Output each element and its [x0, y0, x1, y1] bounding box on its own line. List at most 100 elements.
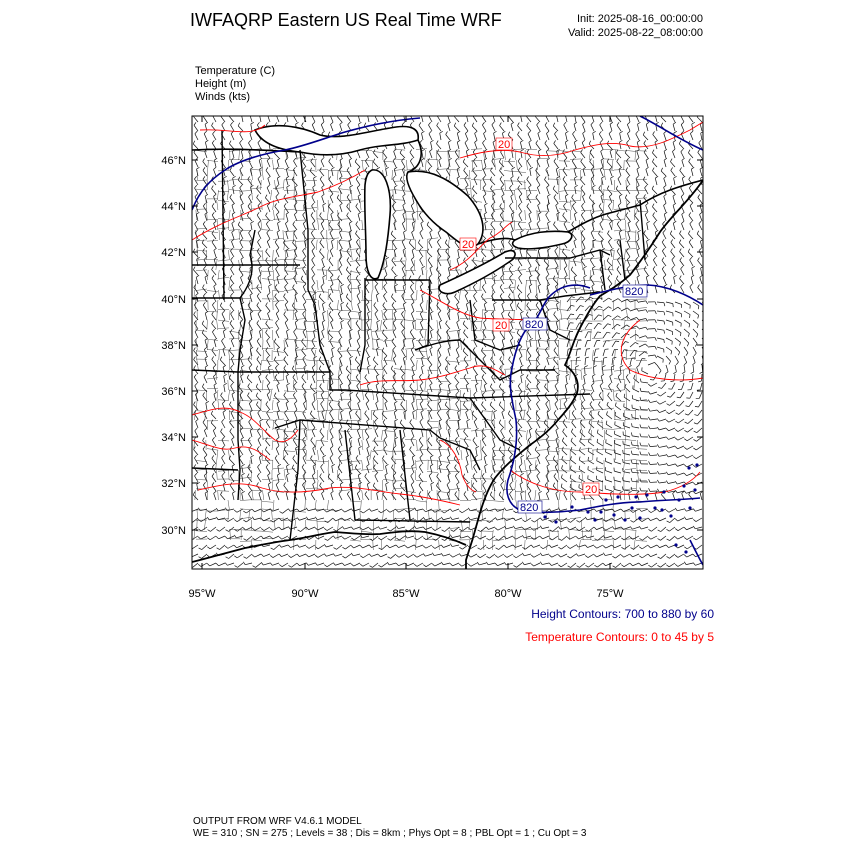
county-line — [438, 439, 440, 451]
wind-barb — [462, 320, 469, 330]
county-line — [250, 349, 252, 361]
wind-barb — [520, 116, 523, 123]
county-line — [624, 240, 637, 242]
wind-barb — [475, 446, 479, 456]
wind-barb — [633, 375, 640, 384]
county-line — [613, 389, 615, 401]
wind-barb — [520, 148, 524, 159]
county-line — [239, 399, 241, 411]
wind-barb — [400, 473, 406, 483]
wind-barb — [418, 212, 424, 222]
wind-barb — [602, 535, 613, 539]
wind-barb — [413, 525, 424, 529]
county-line — [492, 221, 505, 223]
wind-barb — [401, 292, 406, 303]
wind-barb — [373, 464, 379, 474]
wind-barb — [372, 410, 379, 420]
county-line — [536, 169, 538, 181]
county-line — [326, 249, 329, 261]
wind-barb — [569, 474, 577, 483]
county-line — [424, 379, 427, 391]
wind-barb — [251, 526, 262, 531]
wind-barb — [684, 427, 694, 433]
wind-barb — [654, 175, 659, 186]
wind-barb — [410, 265, 415, 276]
county-line — [558, 189, 561, 201]
wind-barb — [546, 463, 550, 474]
wind-barb — [243, 553, 253, 559]
wind-barb — [213, 166, 217, 177]
wind-barb — [249, 409, 253, 420]
wind-barb — [261, 526, 271, 531]
wind-barb — [665, 480, 676, 484]
county-line — [448, 239, 450, 251]
wind-barb — [688, 212, 694, 222]
wind-barb — [270, 553, 280, 558]
wind-barb — [194, 157, 199, 168]
wind-barb — [486, 535, 496, 541]
county-line — [437, 349, 439, 361]
county-line — [349, 368, 362, 371]
wind-barb — [535, 410, 541, 420]
county-line — [259, 269, 262, 281]
county-line — [557, 289, 560, 301]
wind-barb — [628, 116, 631, 123]
county-line — [581, 259, 583, 271]
wind-barb — [456, 256, 461, 267]
wind-barb — [535, 302, 541, 312]
wind-barb — [419, 445, 424, 456]
county-line — [514, 258, 527, 261]
wind-barb — [286, 184, 290, 195]
wind-barb — [665, 355, 671, 365]
wind-barb — [266, 391, 271, 402]
wind-barb — [201, 239, 208, 249]
wind-barb — [347, 319, 352, 330]
wind-barb — [241, 116, 244, 123]
wind-barb — [431, 552, 442, 556]
wind-barb — [493, 275, 497, 285]
wind-barb — [510, 193, 514, 204]
county-line — [283, 431, 296, 433]
wind-barb — [629, 535, 640, 540]
county-line — [283, 450, 296, 452]
county-line — [501, 509, 504, 521]
wind-barb — [606, 257, 613, 267]
county-line — [525, 359, 538, 361]
wind-barb — [311, 427, 316, 438]
county-line — [362, 429, 364, 441]
wind-barb — [250, 122, 254, 132]
wind-barb — [485, 526, 496, 530]
county-line — [371, 348, 384, 351]
wind-barb — [557, 553, 568, 558]
wind-barb — [544, 140, 550, 150]
wind-barb — [545, 347, 550, 357]
wind-barb — [674, 319, 682, 327]
wind-barb — [693, 535, 703, 541]
wind-barb — [464, 175, 469, 186]
county-line — [525, 529, 527, 541]
wind-barb — [623, 403, 631, 411]
wind-barb — [620, 324, 630, 330]
wind-barb — [636, 184, 640, 195]
county-line — [602, 530, 615, 532]
wind-barb — [266, 157, 271, 168]
wind-barb — [602, 562, 613, 567]
wind-barb — [462, 392, 469, 402]
wind-barb — [574, 116, 577, 123]
wind-barb — [562, 248, 568, 258]
county-line — [569, 470, 582, 472]
wind-barb — [684, 436, 694, 442]
wind-barb — [608, 383, 613, 393]
wind-barb — [219, 356, 226, 366]
county-line — [501, 159, 504, 171]
wind-barb — [358, 445, 362, 456]
wind-barb — [266, 419, 271, 429]
wind-barb — [503, 553, 514, 558]
wind-barb — [223, 373, 227, 384]
wind-barb — [297, 526, 307, 532]
county-line — [250, 199, 252, 211]
wind-barb — [471, 122, 478, 132]
wind-barb — [229, 302, 235, 312]
wind-barb — [491, 157, 496, 168]
